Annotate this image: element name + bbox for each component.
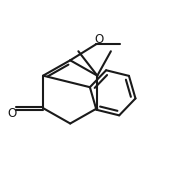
Text: O: O bbox=[8, 107, 17, 120]
Text: O: O bbox=[94, 33, 103, 46]
